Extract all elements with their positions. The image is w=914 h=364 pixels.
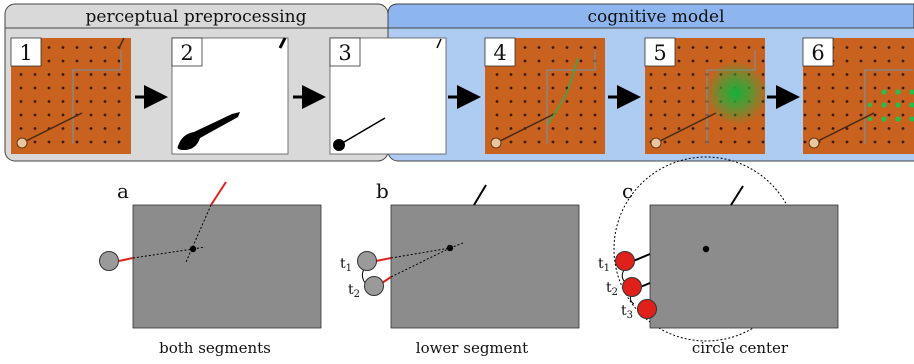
panel-5: 5	[644, 37, 768, 154]
panel-6-label: 6	[811, 41, 824, 65]
panel-4-label: 4	[493, 41, 506, 65]
label-c-t3: t3	[621, 303, 633, 321]
panel-3: 3	[329, 37, 447, 155]
label-t1: t1	[340, 256, 352, 274]
diagram-b: b t1 t2 lower segment	[340, 179, 580, 357]
label-c-t1: t1	[598, 256, 610, 274]
panel-2-label: 2	[180, 41, 193, 65]
panel-1: 1	[10, 37, 131, 154]
stage-perceptual-title: perceptual preprocessing	[86, 7, 307, 27]
diagram-c-caption: circle center	[692, 339, 789, 357]
label-c-t2: t2	[606, 280, 618, 298]
diagram-a-letter: a	[117, 179, 129, 203]
panel-1-label: 1	[19, 41, 32, 65]
panel-5-label: 5	[653, 41, 666, 65]
panel-4: 4	[484, 37, 605, 154]
diagram-c: c t1 t2 t3 circle center	[598, 156, 839, 357]
diagram-c-letter: c	[622, 179, 633, 203]
panel-3-label: 3	[338, 41, 351, 65]
label-t2: t2	[348, 282, 360, 300]
diagram-a: a both segments	[99, 179, 322, 357]
diagram-a-caption: both segments	[159, 339, 271, 357]
panel-2: 2	[171, 37, 289, 155]
diagram-b-caption: lower segment	[416, 339, 528, 357]
diagram-b-letter: b	[376, 179, 389, 203]
stage-cognitive-title: cognitive model	[587, 7, 724, 27]
panel-6: 6	[802, 37, 914, 154]
